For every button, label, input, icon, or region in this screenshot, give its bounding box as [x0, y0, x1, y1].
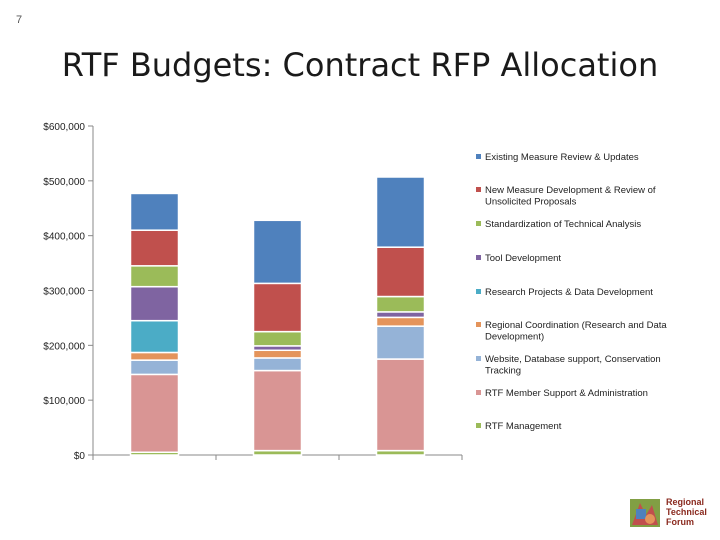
bar-2-segment-2: [252, 369, 303, 452]
legend-label-3: Standardization of Technical Analysis: [485, 219, 641, 230]
bar-3-segment-8: [375, 246, 426, 298]
bar-1-segment-5: [129, 319, 180, 354]
legend-swatch-6: [476, 322, 481, 327]
slide-number: 7: [16, 14, 23, 26]
bar-2-segment-4: [252, 349, 303, 359]
bar-2-segment-3: [252, 357, 303, 372]
y-tick-label-3: $300,000: [43, 287, 85, 298]
legend-label-6: Regional Coordination (Research and Data…: [485, 320, 667, 343]
legend-swatch-2: [476, 187, 481, 192]
y-tick-label-1: $100,000: [43, 396, 85, 407]
y-tick-label-5: $500,000: [43, 177, 85, 188]
legend-swatch-7: [476, 356, 481, 361]
regional-technical-forum-logo: [630, 499, 660, 527]
bar-3-segment-9: [375, 176, 426, 248]
logo-text: Regional Technical Forum: [666, 497, 707, 527]
legend-label-4: Tool Development: [485, 253, 561, 264]
slide-title: RTF Budgets: Contract RFP Allocation: [61, 46, 659, 84]
legend-label-9: RTF Management: [485, 421, 562, 432]
bar-2-segment-9: [252, 219, 303, 285]
y-tick-label-2: $200,000: [43, 341, 85, 352]
legend-swatch-3: [476, 221, 481, 226]
legend-swatch-9: [476, 423, 481, 428]
bar-3-segment-4: [375, 316, 426, 327]
bar-1-segment-7: [129, 265, 180, 288]
bar-3-segment-2: [375, 358, 426, 452]
bar-1-segment-4: [129, 351, 180, 361]
bar-2-segment-7: [252, 330, 303, 347]
y-tick-label-6: $600,000: [43, 122, 85, 133]
legend-swatch-4: [476, 255, 481, 260]
legend-swatch-8: [476, 390, 481, 395]
y-tick-label-4: $400,000: [43, 232, 85, 243]
bar-1-segment-2: [129, 373, 180, 454]
bar-3-segment-3: [375, 325, 426, 360]
logo-line-2: Technical: [666, 507, 707, 517]
bar-1-segment-6: [129, 285, 180, 322]
legend-label-7: Website, Database support, Conservation T…: [485, 354, 661, 377]
legend-label-2: New Measure Development & Review of Unsol…: [485, 185, 656, 208]
bar-1-segment-8: [129, 229, 180, 267]
legend-swatch-1: [476, 154, 481, 159]
y-tick-label-0: $0: [74, 451, 86, 462]
bar-3-segment-7: [375, 295, 426, 313]
logo-line-1: Regional: [666, 497, 705, 507]
logo-line-3: Forum: [666, 517, 694, 527]
legend-label-8: RTF Member Support & Administration: [485, 388, 648, 399]
bar-1-segment-9: [129, 192, 180, 231]
legend-label-5: Research Projects & Data Development: [485, 287, 653, 298]
legend-swatch-5: [476, 289, 481, 294]
bar-2-segment-8: [252, 282, 303, 333]
bar-1-segment-3: [129, 359, 180, 376]
legend-label-1: Existing Measure Review & Updates: [485, 152, 639, 163]
bar-3-segment-6: [375, 311, 426, 319]
